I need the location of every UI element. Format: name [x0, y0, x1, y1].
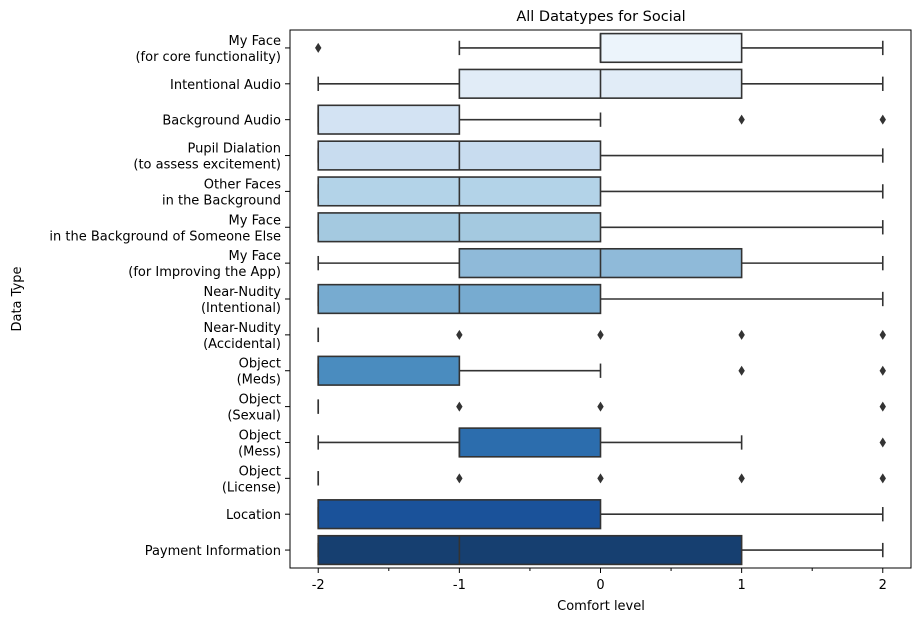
box-group	[317, 327, 886, 343]
chart-title: All Datatypes for Social	[516, 9, 685, 25]
y-tick-label: (Accidental)	[203, 337, 281, 352]
y-tick-label: My Face	[229, 213, 281, 228]
outlier-point	[456, 401, 463, 412]
y-tick-label: Object	[239, 357, 281, 372]
y-tick-label: Intentional Audio	[170, 78, 281, 93]
box-group	[317, 399, 886, 414]
outlier-point	[597, 473, 604, 484]
y-tick-label: Object	[239, 393, 281, 408]
outlier-point	[879, 329, 886, 340]
box	[317, 104, 461, 135]
y-tick-label: (Meds)	[237, 373, 281, 388]
box-group	[317, 68, 884, 99]
box-group	[317, 140, 884, 171]
x-tick-label: -2	[312, 578, 325, 593]
outlier-point	[879, 401, 886, 412]
outlier-point	[879, 437, 886, 448]
y-tick-label: in the Background	[162, 193, 281, 208]
y-tick-label: (Intentional)	[201, 301, 281, 316]
y-tick-label: My Face	[229, 34, 281, 49]
x-axis-label: Comfort level	[557, 599, 645, 614]
box-group	[317, 427, 886, 458]
box-group	[317, 471, 886, 486]
outlier-point	[456, 329, 463, 340]
y-tick-label: (for core functionality)	[135, 50, 281, 65]
outlier-point	[879, 473, 886, 484]
box-group	[317, 176, 884, 207]
outlier-point	[738, 365, 745, 376]
box	[458, 427, 602, 458]
box-group	[317, 104, 886, 135]
outlier-point	[597, 401, 604, 412]
y-tick-label: (License)	[222, 480, 281, 495]
box	[317, 534, 743, 566]
y-tick-label: Payment Information	[145, 544, 281, 559]
y-axis-label: Data Type	[10, 266, 25, 331]
y-tick-label: Other Faces	[204, 177, 281, 192]
box-group	[315, 32, 884, 64]
y-tick-label: (to assess excitement)	[133, 158, 281, 173]
x-tick-label: -1	[453, 578, 466, 593]
outlier-point	[879, 114, 886, 125]
plot-area	[315, 32, 886, 566]
y-tick-label: Pupil Dialation	[187, 142, 281, 157]
y-tick-label: (Sexual)	[227, 409, 281, 424]
y-tick-label: Object	[239, 464, 281, 479]
y-tick-label: Location	[226, 508, 281, 523]
y-tick-label: Object	[239, 428, 281, 443]
box	[599, 32, 743, 64]
box	[317, 355, 461, 386]
outlier-point	[315, 42, 322, 53]
x-tick-label: 0	[596, 578, 604, 593]
box-group	[317, 534, 884, 566]
y-axis: My Face(for core functionality)Intention…	[49, 34, 290, 559]
y-tick-label: (for Improving the App)	[128, 265, 281, 280]
box-group	[317, 247, 884, 279]
outlier-point	[738, 114, 745, 125]
outlier-point	[456, 473, 463, 484]
box-group	[317, 355, 886, 386]
x-tick-label: 2	[879, 578, 887, 593]
outlier-point	[738, 473, 745, 484]
outlier-point	[879, 365, 886, 376]
y-tick-label: Near-Nudity	[203, 321, 281, 336]
y-tick-label: (Mess)	[238, 444, 281, 459]
box-group	[317, 499, 884, 530]
outlier-point	[597, 329, 604, 340]
y-tick-label: My Face	[229, 249, 281, 264]
box	[317, 499, 602, 530]
y-tick-label: Background Audio	[162, 114, 281, 129]
box-group	[317, 212, 884, 243]
outlier-point	[738, 329, 745, 340]
y-tick-label: in the Background of Someone Else	[49, 229, 281, 244]
y-tick-label: Near-Nudity	[203, 285, 281, 300]
x-tick-label: 1	[737, 578, 745, 593]
x-axis: -2 -1 0 1 2	[312, 568, 887, 593]
box-group	[317, 283, 884, 315]
